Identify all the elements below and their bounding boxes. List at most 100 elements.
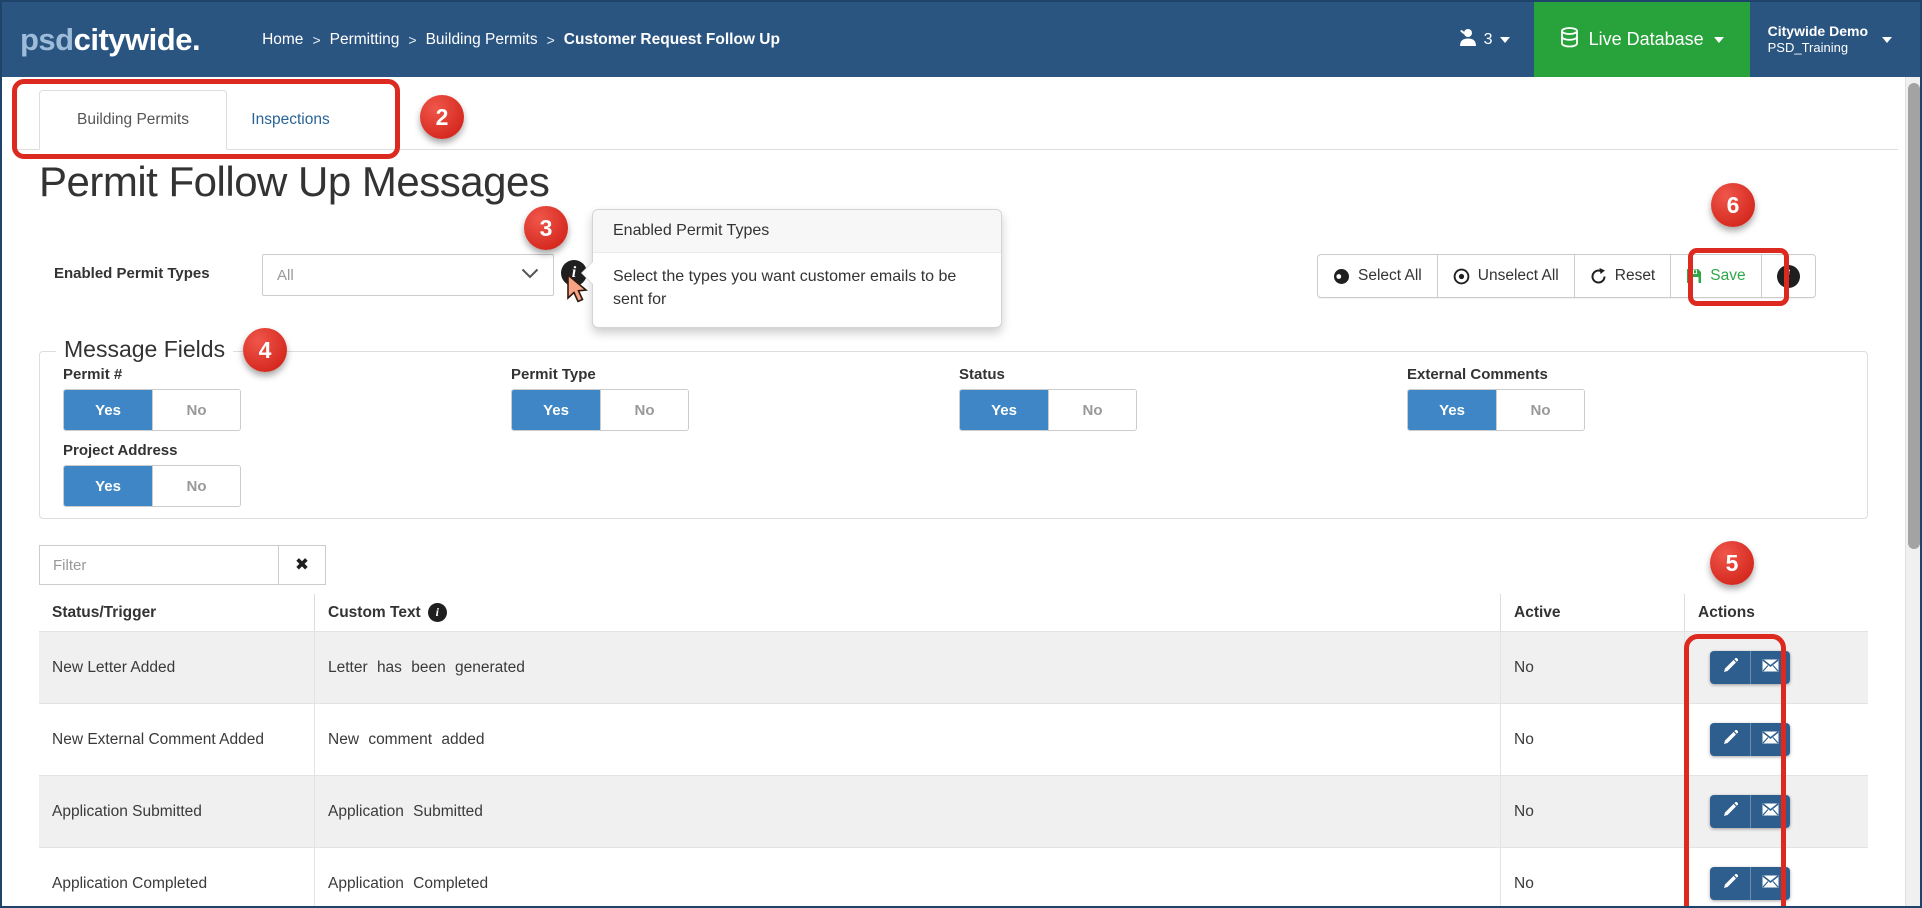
tenant-menu[interactable]: Citywide Demo PSD_Training <box>1750 2 1920 77</box>
table-row: New External Comment Added New comment a… <box>39 703 1868 775</box>
field-permit-type: Permit Type Yes No <box>511 366 959 431</box>
row-action-buttons <box>1710 867 1790 900</box>
table-header-row: Status/Trigger Custom Text i Active Acti… <box>39 594 1868 631</box>
chevron-down-icon <box>1882 36 1892 43</box>
filter-group: ✖ <box>39 545 326 585</box>
email-button[interactable] <box>1750 795 1790 828</box>
edit-button[interactable] <box>1710 723 1750 756</box>
tooltip-body: Select the types you want customer email… <box>613 268 957 309</box>
toggle-no-button[interactable]: No <box>1496 390 1584 430</box>
enabled-permit-types-select[interactable]: All <box>262 254 554 296</box>
toggle-no-button[interactable]: No <box>152 390 240 430</box>
user-session-count: 3 <box>1483 30 1493 48</box>
status-toggle: Yes No <box>959 389 1137 431</box>
edit-button[interactable] <box>1710 651 1750 684</box>
message-fields-section: Message Fields Permit # Yes No Permit Ty… <box>39 336 1868 519</box>
tooltip-arrow <box>582 262 593 284</box>
email-button[interactable] <box>1750 651 1790 684</box>
toggle-no-button[interactable]: No <box>1048 390 1136 430</box>
selected-permit-type-value: All <box>277 266 294 284</box>
row-action-buttons <box>1710 723 1790 756</box>
email-button[interactable] <box>1750 867 1790 900</box>
tenant-name: Citywide Demo <box>1767 22 1868 39</box>
row-active: No <box>1501 632 1685 703</box>
user-icon <box>1457 27 1477 52</box>
field-label: Status <box>959 366 1005 383</box>
follow-up-messages-table: Status/Trigger Custom Text i Active Acti… <box>39 594 1868 906</box>
toggle-yes-button[interactable]: Yes <box>64 390 152 430</box>
header-status-trigger[interactable]: Status/Trigger <box>39 594 315 631</box>
field-permit-number: Permit # Yes No <box>63 366 511 431</box>
save-button[interactable]: Save <box>1670 255 1760 297</box>
envelope-icon <box>1762 874 1779 893</box>
header-active[interactable]: Active <box>1501 594 1685 631</box>
field-status: Status Yes No <box>959 366 1407 431</box>
row-status: New External Comment Added <box>39 704 315 775</box>
toggle-yes-button[interactable]: Yes <box>1408 390 1496 430</box>
close-icon: ✖ <box>294 555 310 574</box>
tenant-text: Citywide Demo PSD_Training <box>1768 23 1868 57</box>
psd-citywide-logo[interactable]: psdcitywide. <box>20 21 201 58</box>
annotation-badge-2: 2 <box>420 95 464 139</box>
top-navbar: psdcitywide. Home > Permitting > Buildin… <box>2 2 1920 77</box>
breadcrumb-permitting[interactable]: Permitting <box>329 30 400 48</box>
select-all-button[interactable]: Select All <box>1318 255 1437 297</box>
breadcrumb: Home > Permitting > Building Permits > C… <box>262 31 780 49</box>
row-status: Application Completed <box>39 848 315 906</box>
scrollbar-track[interactable] <box>1905 77 1920 906</box>
breadcrumb-separator: > <box>312 31 321 48</box>
select-all-icon <box>1333 268 1350 285</box>
toolbar-info-button[interactable]: i <box>1760 255 1815 297</box>
chevron-down-icon <box>1499 36 1510 43</box>
edit-button[interactable] <box>1710 867 1750 900</box>
reset-icon <box>1590 267 1607 285</box>
toggle-no-button[interactable]: No <box>600 390 688 430</box>
header-custom-text[interactable]: Custom Text i <box>315 594 1501 631</box>
annotation-badge-6: 6 <box>1711 183 1755 227</box>
navbar-right-cluster: 3 Live Database Citywide Demo PSD_Traini… <box>1447 2 1920 77</box>
row-action-buttons <box>1710 651 1790 684</box>
logo-citywide: citywide <box>73 21 193 57</box>
save-label: Save <box>1710 267 1746 284</box>
row-active: No <box>1501 848 1685 906</box>
info-tooltip: Enabled Permit Types Select the types yo… <box>582 209 1002 329</box>
toggle-yes-button[interactable]: Yes <box>512 390 600 430</box>
reset-button[interactable]: Reset <box>1573 255 1671 297</box>
email-button[interactable] <box>1750 723 1790 756</box>
tab-inspections[interactable]: Inspections <box>251 111 330 128</box>
logo-dot: . <box>191 21 201 57</box>
table-row: Application Submitted Application Submit… <box>39 775 1868 847</box>
enabled-permit-types-label: Enabled Permit Types <box>54 265 210 282</box>
unselect-all-icon <box>1453 268 1470 285</box>
unselect-all-button[interactable]: Unselect All <box>1436 255 1574 297</box>
user-sessions-menu[interactable]: 3 <box>1447 2 1534 77</box>
tooltip-title: Enabled Permit Types <box>593 210 1001 253</box>
edit-button[interactable] <box>1710 795 1750 828</box>
envelope-icon <box>1762 802 1779 821</box>
row-custom-text: Application Submitted <box>315 776 1501 847</box>
filter-input[interactable] <box>39 545 279 585</box>
row-actions <box>1685 848 1868 906</box>
live-database-button[interactable]: Live Database <box>1533 2 1750 77</box>
toggle-yes-button[interactable]: Yes <box>960 390 1048 430</box>
field-label: Permit # <box>63 366 123 383</box>
breadcrumb-separator: > <box>546 31 555 48</box>
chevron-down-icon <box>1713 36 1724 43</box>
pencil-icon <box>1723 729 1738 750</box>
breadcrumb-building-permits[interactable]: Building Permits <box>425 30 538 48</box>
field-label: External Comments <box>1407 366 1548 383</box>
logo-psd: psd <box>20 21 74 57</box>
custom-text-info-icon[interactable]: i <box>427 603 447 622</box>
clear-filter-button[interactable]: ✖ <box>279 545 326 585</box>
toggle-no-button[interactable]: No <box>152 466 240 506</box>
toggle-yes-button[interactable]: Yes <box>64 466 152 506</box>
permit-number-toggle: Yes No <box>63 389 241 431</box>
external-comments-toggle: Yes No <box>1407 389 1585 431</box>
tab-building-permits[interactable]: Building Permits <box>39 90 227 150</box>
chevron-down-icon <box>521 266 539 284</box>
breadcrumb-home[interactable]: Home <box>262 30 304 48</box>
field-project-address: Project Address Yes No <box>63 442 511 507</box>
row-custom-text: Application Completed <box>315 848 1501 906</box>
scrollbar-thumb[interactable] <box>1908 83 1920 549</box>
